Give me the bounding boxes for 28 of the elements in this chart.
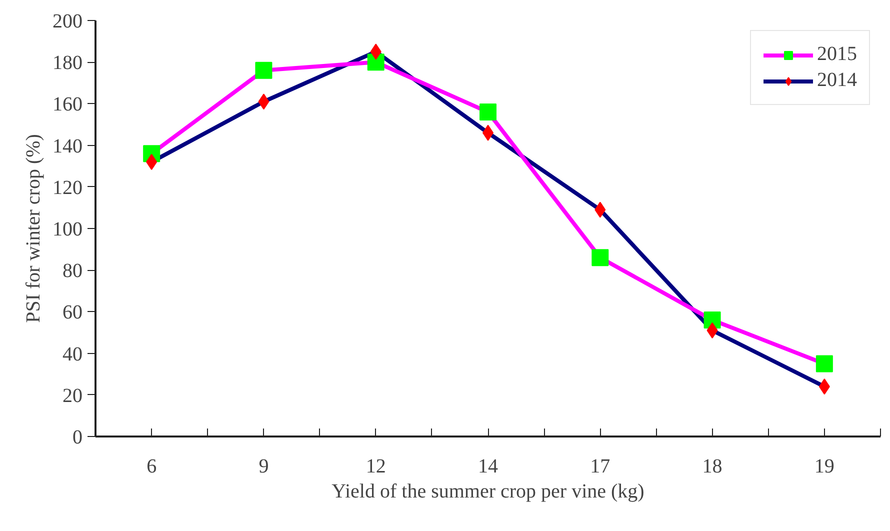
x-tick-label: 14 bbox=[478, 456, 498, 478]
point bbox=[592, 249, 609, 266]
x-tick-label: 18 bbox=[702, 456, 722, 478]
x-tick-label: 6 bbox=[146, 456, 157, 478]
y-tick-label: 200 bbox=[52, 10, 82, 32]
y-tick-label: 120 bbox=[52, 176, 82, 199]
y-tick-label: 100 bbox=[52, 218, 82, 240]
y-tick-label: 80 bbox=[62, 260, 82, 282]
x-tick-label: 17 bbox=[590, 456, 610, 478]
x-tick-label: 9 bbox=[258, 456, 269, 478]
y-tick-label: 60 bbox=[62, 302, 82, 324]
y-tick-label: 0 bbox=[72, 426, 82, 448]
y-axis-title: PSI for winter crop (%) bbox=[22, 134, 44, 323]
point bbox=[816, 355, 833, 372]
y-tick-label: 160 bbox=[52, 94, 82, 116]
x-tick-label: 19 bbox=[814, 456, 834, 478]
point bbox=[480, 104, 496, 121]
y-tick-label: 140 bbox=[52, 135, 82, 158]
y-tick-label: 40 bbox=[62, 343, 82, 366]
x-tick-label: 12 bbox=[366, 456, 386, 478]
y-tick-label: 20 bbox=[62, 384, 82, 407]
legend-label: 2015 bbox=[817, 43, 857, 66]
y-tick-label: 180 bbox=[52, 52, 82, 74]
point bbox=[704, 312, 721, 329]
legend-label: 2014 bbox=[817, 69, 857, 92]
point bbox=[255, 62, 272, 79]
point bbox=[367, 54, 384, 71]
x-axis-title: Yield of the summer crop per vine (kg) bbox=[332, 480, 644, 502]
